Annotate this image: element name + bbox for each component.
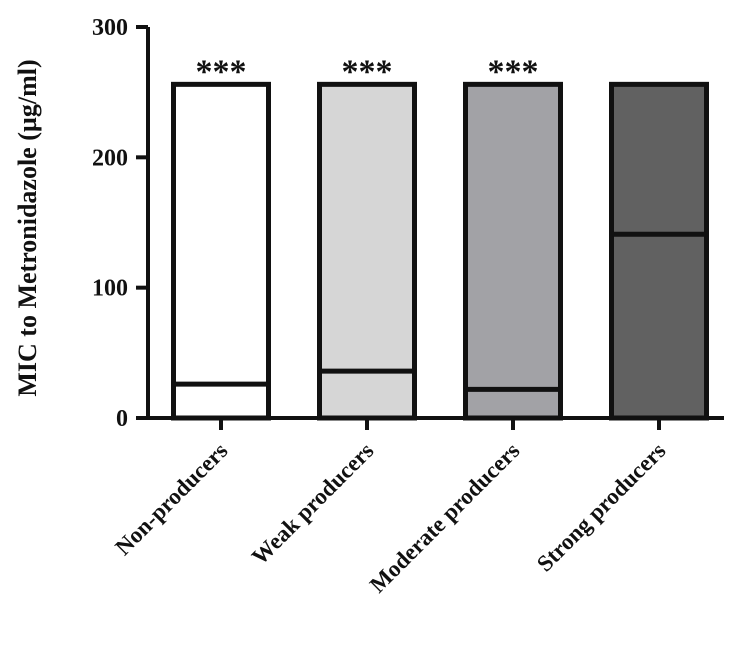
y-tick-label: 100 [92, 276, 128, 302]
x-tick-label: Strong producers [532, 438, 671, 577]
y-axis: 0 100 200 300 [92, 15, 150, 432]
significance-label: *** [488, 53, 539, 90]
significance-label: *** [196, 53, 247, 90]
y-tick-label: 300 [92, 15, 128, 41]
bar [463, 81, 563, 421]
bar [609, 81, 709, 421]
y-tick-label: 0 [116, 406, 128, 432]
y-axis-title: MIC to Metronidazole (µg/ml) [13, 59, 42, 396]
x-tick-label: Moderate producers [365, 438, 525, 598]
x-tick-label: Weak producers [247, 438, 379, 570]
bars-group: *** *** *** [171, 53, 709, 421]
bar [171, 81, 271, 421]
bar [317, 81, 417, 421]
y-tick-label: 200 [92, 145, 128, 171]
significance-label: *** [342, 53, 393, 90]
x-tick-label: Non-producers [110, 438, 232, 560]
